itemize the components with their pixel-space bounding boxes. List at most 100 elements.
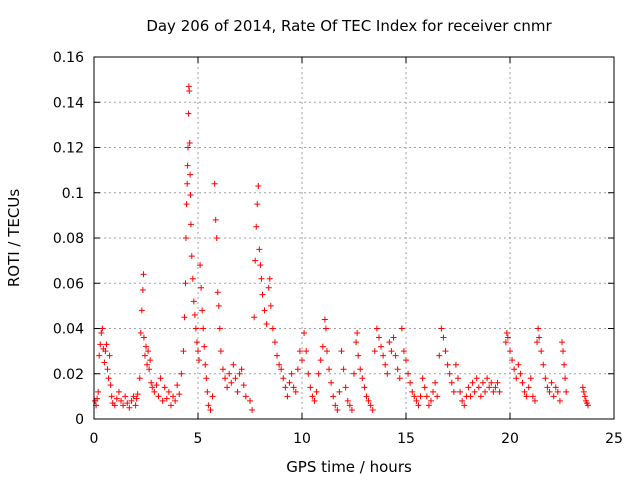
data-point [176, 391, 183, 398]
data-point [432, 379, 439, 386]
data-point [436, 352, 443, 359]
data-point [444, 361, 451, 368]
data-point [132, 402, 139, 409]
data-point [202, 361, 209, 368]
data-point [494, 379, 501, 386]
data-point [212, 216, 219, 223]
data-point [442, 348, 449, 355]
x-tick-label: 0 [90, 431, 99, 447]
data-point [515, 361, 522, 368]
axis-ticks [93, 56, 615, 420]
data-point [317, 357, 324, 364]
data-point [548, 379, 555, 386]
data-point [99, 325, 106, 332]
data-point [234, 388, 241, 395]
data-point [184, 162, 191, 169]
data-point [531, 397, 538, 404]
data-point [490, 388, 497, 395]
data-point [203, 375, 210, 382]
data-point [344, 397, 351, 404]
data-point [382, 361, 389, 368]
data-point [546, 388, 553, 395]
data-point [187, 171, 194, 178]
data-point [446, 370, 453, 377]
data-point [496, 388, 503, 395]
data-point [346, 402, 353, 409]
data-point [378, 343, 385, 350]
data-point [106, 352, 113, 359]
data-point [188, 253, 195, 260]
data-point [448, 379, 455, 386]
data-point [226, 370, 233, 377]
grid-lines [94, 57, 614, 419]
data-point [552, 384, 559, 391]
data-point [384, 370, 391, 377]
data-point [144, 361, 151, 368]
data-point [507, 348, 513, 355]
data-point [205, 402, 212, 409]
data-point [411, 393, 418, 400]
data-point [219, 366, 226, 373]
data-point [242, 393, 249, 400]
data-point [124, 400, 131, 407]
data-point [503, 330, 510, 337]
data-point [140, 334, 147, 341]
data-point [361, 384, 368, 391]
data-point [390, 334, 397, 341]
data-point [338, 348, 345, 355]
y-axis-title: ROTI / TECUs [5, 189, 23, 287]
data-point [252, 257, 259, 264]
data-point [263, 320, 270, 327]
data-point [536, 334, 543, 341]
data-point [153, 382, 160, 389]
data-point [340, 366, 347, 373]
data-point [118, 397, 125, 404]
data-point [425, 402, 432, 409]
data-point [556, 397, 563, 404]
y-tick-label: 0.02 [53, 367, 84, 383]
data-point [457, 388, 464, 395]
data-point [459, 397, 466, 404]
data-point [185, 110, 192, 117]
data-point [396, 375, 403, 382]
data-point [261, 307, 268, 314]
data-point [334, 406, 341, 413]
data-point [216, 325, 223, 332]
data-point [373, 325, 380, 332]
data-point [294, 366, 301, 373]
data-point [469, 379, 476, 386]
data-point [554, 388, 561, 395]
data-point [354, 330, 361, 337]
data-point [94, 395, 101, 402]
data-point [209, 393, 216, 400]
data-point [198, 284, 205, 291]
data-point [525, 384, 532, 391]
data-point [185, 144, 192, 151]
data-point [440, 334, 447, 341]
data-point [183, 201, 190, 208]
data-point [452, 361, 459, 368]
y-tick-label: 0.04 [53, 322, 84, 338]
data-point [193, 339, 200, 346]
data-point [394, 366, 401, 373]
data-point [407, 379, 414, 386]
data-point [182, 235, 189, 241]
data-point [465, 384, 472, 391]
data-point [282, 384, 289, 391]
data-point [197, 262, 204, 269]
data-point [151, 388, 158, 395]
data-point [191, 311, 198, 318]
data-point [236, 370, 243, 377]
data-point [257, 262, 264, 269]
data-point [488, 379, 495, 386]
data-point [256, 246, 263, 253]
data-point [98, 330, 105, 337]
data-point [305, 370, 312, 377]
data-point [182, 280, 189, 287]
data-point [255, 182, 262, 189]
data-point [409, 388, 416, 395]
data-point [170, 393, 177, 400]
data-point [367, 402, 374, 409]
data-point [163, 395, 170, 402]
data-point [303, 348, 310, 355]
